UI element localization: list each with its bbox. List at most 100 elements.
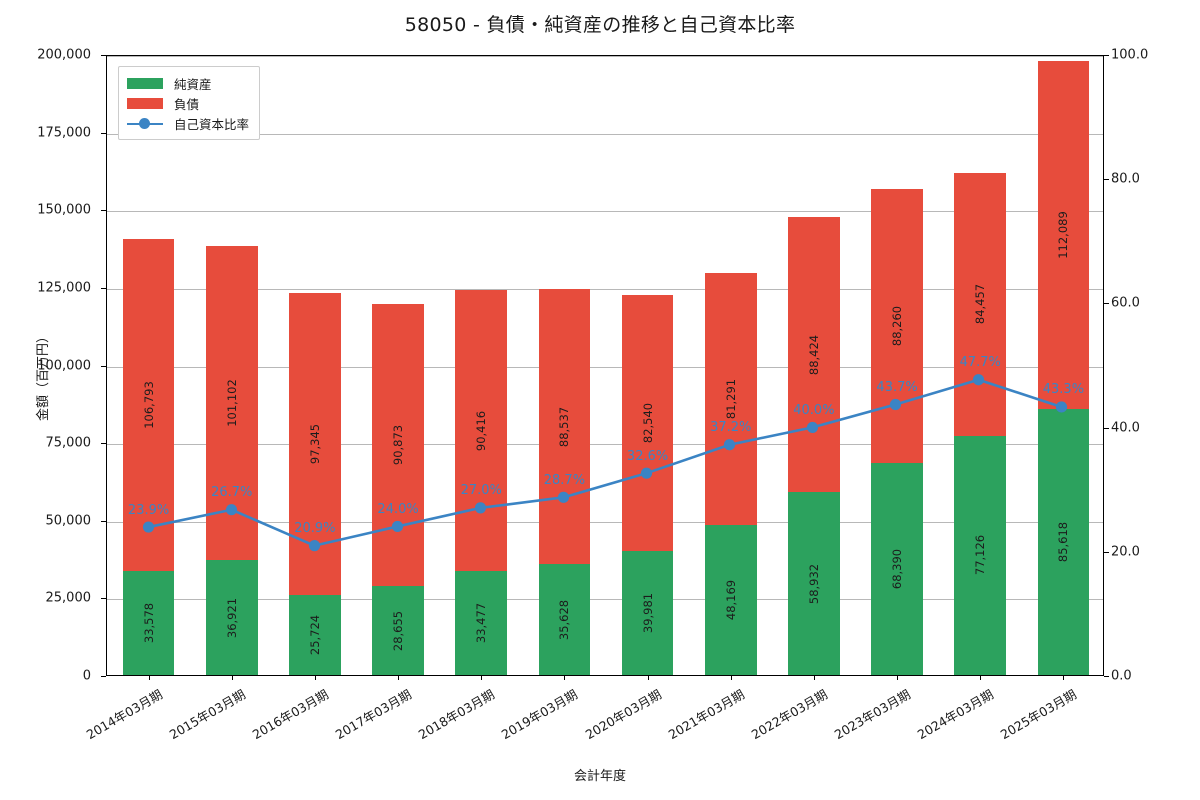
bar-segment-equity[interactable] bbox=[1037, 409, 1090, 675]
ratio-data-point[interactable] bbox=[723, 439, 736, 451]
bar-segment-equity[interactable] bbox=[122, 570, 175, 675]
x-axis-tick-mark bbox=[398, 675, 400, 680]
bar-group[interactable]: 33,578 106,793 bbox=[122, 54, 175, 675]
bar-segment-equity[interactable] bbox=[871, 462, 923, 675]
x-axis-tick-label: 2025年03月期 bbox=[998, 686, 1080, 743]
bar-group[interactable]: 33,477 90,416 bbox=[455, 54, 508, 675]
bar-group[interactable]: 85,618 112,089 bbox=[1037, 54, 1090, 675]
legend-item-ratio: 自己資本比率 bbox=[127, 113, 249, 133]
y-axis-left-tick-label: 75,000 bbox=[45, 435, 92, 451]
gridlines bbox=[107, 56, 1103, 675]
y-axis-left-tick-mark bbox=[101, 365, 106, 367]
ratio-data-point[interactable] bbox=[225, 504, 238, 516]
ratio-value-label: 43.7% bbox=[876, 379, 918, 395]
bar-group[interactable]: 35,628 88,537 bbox=[538, 54, 591, 675]
bar-segment-liability[interactable] bbox=[871, 188, 923, 463]
ratio-value-label: 37.2% bbox=[710, 419, 752, 435]
x-axis-tick-mark bbox=[1063, 675, 1065, 680]
x-axis-tick-mark bbox=[148, 675, 150, 680]
bar-group[interactable]: 39,981 82,540 bbox=[621, 54, 674, 675]
bar-segment-liability[interactable] bbox=[954, 173, 1007, 436]
bar-group[interactable]: 28,655 90,873 bbox=[372, 54, 424, 675]
bar-segment-liability[interactable] bbox=[1037, 61, 1090, 410]
x-axis-tick-mark bbox=[647, 675, 649, 680]
ratio-value-label: 24.0% bbox=[377, 501, 419, 517]
ratio-data-point[interactable] bbox=[308, 540, 321, 552]
bar-segment-liability[interactable] bbox=[538, 289, 591, 565]
ratio-value-label: 26.7% bbox=[211, 485, 253, 501]
bar-group[interactable]: 48,169 81,291 bbox=[704, 54, 757, 675]
ratio-value-label: 27.0% bbox=[460, 483, 502, 499]
legend-item-equity: 純資産 bbox=[127, 73, 249, 93]
ratio-data-point[interactable] bbox=[972, 374, 985, 386]
y-axis-left-tick-label: 125,000 bbox=[37, 280, 91, 296]
x-axis-tick-label: 2018年03月期 bbox=[415, 686, 498, 743]
y-axis-right-tick-mark bbox=[1104, 427, 1109, 429]
ratio-data-point[interactable] bbox=[889, 398, 902, 411]
bar-segment-equity[interactable] bbox=[538, 564, 591, 675]
x-axis-tick-mark bbox=[564, 675, 566, 680]
x-axis-tick-label: 2019年03月期 bbox=[499, 686, 581, 743]
y-axis-right-tick-mark bbox=[1104, 551, 1109, 553]
bar-segment-liability[interactable] bbox=[122, 239, 175, 571]
ratio-data-point[interactable] bbox=[806, 421, 819, 433]
bar-segment-equity[interactable] bbox=[621, 550, 674, 675]
ratio-data-point[interactable] bbox=[557, 491, 570, 503]
y-axis-left-tick-label: 50,000 bbox=[45, 513, 92, 529]
bar-segment-equity[interactable] bbox=[289, 595, 341, 675]
y-axis-left-tick-mark bbox=[101, 443, 106, 445]
ratio-data-point[interactable] bbox=[391, 520, 404, 533]
bar-segment-equity[interactable] bbox=[205, 560, 258, 675]
legend-label-equity: 純資産 bbox=[174, 76, 212, 92]
y-axis-left-label: 金額（百万円） bbox=[36, 329, 52, 422]
bar-segment-equity[interactable] bbox=[704, 525, 757, 675]
y-axis-right-tick-label: 60.0 bbox=[1111, 295, 1140, 311]
y-axis-left-tick-mark bbox=[101, 287, 106, 289]
bar-segment-equity[interactable] bbox=[788, 492, 840, 675]
bar-group[interactable]: 25,724 97,345 bbox=[289, 54, 341, 675]
bar-segment-equity[interactable] bbox=[372, 586, 424, 675]
bar-group[interactable]: 58,932 88,424 bbox=[788, 54, 840, 675]
bar-segment-equity[interactable] bbox=[455, 571, 508, 675]
gridline bbox=[107, 444, 1103, 446]
y-axis-right-tick-label: 100.0 bbox=[1111, 47, 1149, 63]
ratio-data-point[interactable] bbox=[142, 521, 155, 533]
legend-swatch-ratio bbox=[127, 117, 163, 129]
data-labels-layer: 23.9% 26.7% 20.9% 24.0% 27.0% 28.7% 32.6% 37.2%… bbox=[107, 56, 1103, 675]
x-axis-tick-mark bbox=[813, 675, 815, 680]
y-axis-right-tick-mark bbox=[1104, 179, 1109, 181]
gridline bbox=[107, 133, 1103, 135]
ratio-value-label: 20.9% bbox=[294, 521, 336, 537]
y-axis-left-tick-label: 150,000 bbox=[37, 202, 91, 218]
bar-group[interactable]: 77,126 84,457 bbox=[954, 54, 1007, 675]
chart-legend: 純資産 負債 自己資本比率 bbox=[118, 66, 261, 140]
gridline bbox=[107, 521, 1103, 523]
bar-segment-liability[interactable] bbox=[621, 294, 674, 551]
y-axis-right-tick-label: 20.0 bbox=[1111, 544, 1140, 560]
bar-segment-equity[interactable] bbox=[954, 435, 1007, 675]
bar-group[interactable]: 36,921 101,102 bbox=[205, 54, 258, 675]
gridline bbox=[107, 56, 1103, 57]
x-axis-tick-label: 2014年03月期 bbox=[83, 686, 165, 743]
y-axis-right-tick-mark bbox=[1104, 55, 1109, 56]
bar-segment-liability[interactable] bbox=[788, 217, 840, 493]
ratio-data-point[interactable] bbox=[474, 502, 487, 514]
ratio-data-point[interactable] bbox=[1055, 401, 1068, 413]
y-axis-left-tick-mark bbox=[101, 676, 106, 677]
bar-segment-liability[interactable] bbox=[372, 303, 424, 587]
y-axis-left-tick-label: 100,000 bbox=[37, 358, 91, 373]
ratio-data-point[interactable] bbox=[640, 467, 653, 479]
y-axis-left-tick-mark bbox=[101, 132, 106, 134]
y-axis-left-tick-mark bbox=[101, 55, 106, 56]
bar-segment-liability[interactable] bbox=[455, 290, 508, 572]
y-axis-left-tick-mark bbox=[101, 210, 106, 212]
bar-group[interactable]: 68,390 88,260 bbox=[871, 54, 923, 675]
chart-title: 58050 - 負債・純資産の推移と自己資本比率 bbox=[404, 14, 796, 36]
ratio-line bbox=[148, 378, 1062, 547]
x-axis-label: 会計年度 bbox=[573, 769, 626, 784]
x-axis-tick-label: 2017年03月期 bbox=[332, 686, 415, 743]
x-axis-tick-label: 2023年03月期 bbox=[831, 686, 914, 743]
x-axis-tick-mark bbox=[730, 675, 732, 680]
bar-segment-liability[interactable] bbox=[704, 273, 757, 526]
y-axis-right-tick-label: 0.0 bbox=[1111, 668, 1132, 684]
